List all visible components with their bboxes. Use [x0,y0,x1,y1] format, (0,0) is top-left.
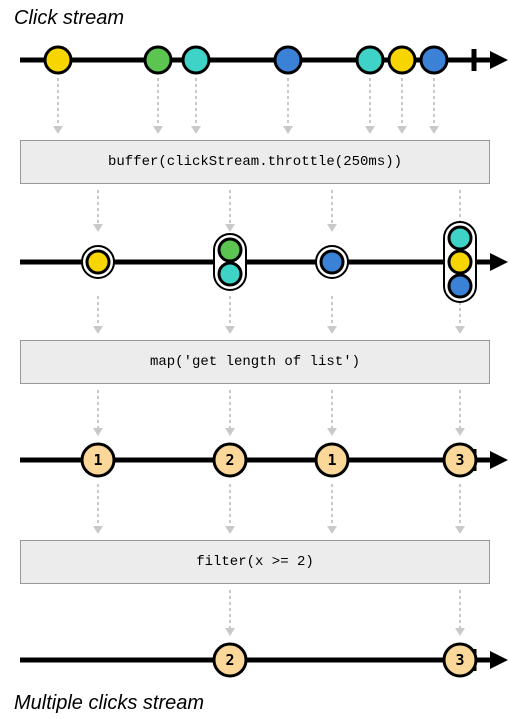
bottom-title: Multiple clicks stream [14,692,204,715]
svg-text:2: 2 [225,651,234,669]
marble-diagram: Click stream 121323 buffer(clickStream.t… [0,0,512,719]
svg-text:1: 1 [93,451,102,469]
op-filter-label: filter(x >= 2) [196,554,314,570]
op-map-label: map('get length of list') [150,354,360,370]
svg-text:1: 1 [327,451,336,469]
op-filter: filter(x >= 2) [20,540,490,584]
op-buffer-label: buffer(clickStream.throttle(250ms)) [108,154,402,170]
svg-text:2: 2 [225,451,234,469]
op-map: map('get length of list') [20,340,490,384]
op-buffer: buffer(clickStream.throttle(250ms)) [20,140,490,184]
svg-text:3: 3 [455,651,464,669]
svg-text:3: 3 [455,451,464,469]
